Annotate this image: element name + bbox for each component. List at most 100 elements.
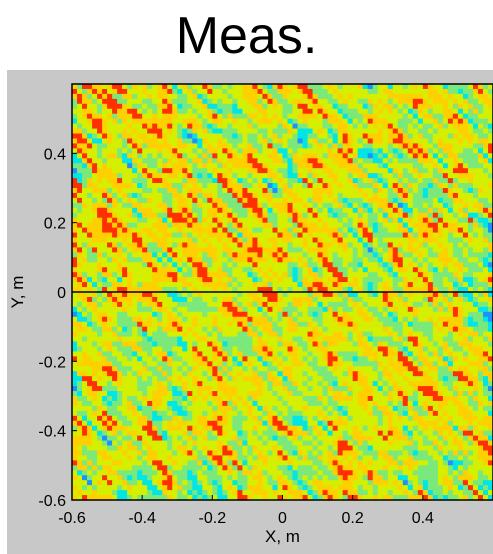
heatmap-cell [397, 287, 404, 293]
heatmap-cell [257, 262, 264, 268]
heatmap-cell [292, 158, 299, 164]
heatmap-cell [422, 272, 429, 278]
heatmap-cell [272, 242, 279, 249]
heatmap-cell [237, 217, 243, 224]
heatmap-cell [302, 84, 309, 90]
heatmap-cell [387, 242, 394, 249]
heatmap-cell [162, 351, 168, 357]
heatmap-cell [177, 296, 183, 303]
heatmap-cell [257, 173, 264, 179]
heatmap-cell [272, 217, 279, 224]
heatmap-cell [167, 158, 173, 164]
heatmap-cell [337, 257, 344, 263]
heatmap-cell [347, 178, 354, 184]
heatmap-cell [282, 168, 289, 174]
heatmap-cell [447, 128, 454, 135]
heatmap-cell [192, 84, 198, 90]
heatmap-cell [242, 158, 249, 164]
heatmap-cell [107, 183, 113, 189]
heatmap-cell [477, 84, 484, 90]
heatmap-cell [322, 173, 329, 179]
heatmap-cell [442, 143, 449, 149]
heatmap-cell [292, 128, 299, 135]
heatmap-cell [337, 242, 344, 249]
heatmap-cell [437, 227, 444, 234]
heatmap-cell [452, 188, 459, 194]
heatmap-cell [327, 227, 334, 234]
heatmap-cell [327, 311, 334, 318]
heatmap-cell [197, 188, 203, 194]
heatmap-cell [242, 346, 249, 353]
heatmap-cell [97, 217, 103, 224]
heatmap-cell [262, 296, 269, 303]
heatmap-cell [302, 292, 309, 298]
heatmap-cell [252, 356, 259, 362]
heatmap-cell [257, 326, 264, 333]
heatmap-cell [217, 242, 223, 249]
heatmap-cell [162, 143, 168, 149]
heatmap-cell [97, 376, 103, 382]
heatmap-cell [382, 356, 389, 362]
heatmap-cell [272, 232, 279, 239]
heatmap-cell [222, 108, 228, 115]
heatmap-cell [87, 282, 93, 288]
heatmap-cell [402, 98, 409, 105]
heatmap-cell [202, 118, 208, 125]
heatmap-cell [357, 296, 364, 303]
heatmap-cell [487, 361, 493, 367]
heatmap-cell [372, 292, 379, 298]
heatmap-cell [407, 346, 414, 353]
heatmap-cell [472, 217, 479, 224]
heatmap-cell [262, 301, 269, 308]
heatmap-cell [412, 188, 419, 194]
heatmap-cell [112, 361, 118, 367]
heatmap-cell [317, 168, 324, 174]
heatmap-cell [82, 282, 88, 288]
heatmap-cell [322, 277, 329, 283]
heatmap-cell [87, 113, 93, 120]
heatmap-cell [452, 143, 459, 149]
heatmap-cell [142, 376, 148, 382]
heatmap-cell [162, 227, 168, 234]
heatmap-cell [157, 103, 163, 110]
heatmap-cell [457, 207, 464, 214]
heatmap-cell [327, 351, 334, 357]
heatmap-cell [327, 242, 334, 249]
heatmap-cell [182, 376, 188, 382]
heatmap-cell [287, 108, 294, 115]
heatmap-cell [362, 133, 369, 140]
heatmap-cell [252, 316, 259, 323]
heatmap-cell [407, 103, 414, 110]
heatmap-cell [342, 356, 349, 362]
heatmap-cell [387, 178, 394, 184]
heatmap-cell [247, 326, 254, 333]
heatmap-cell [377, 351, 384, 357]
heatmap-cell [192, 217, 198, 224]
heatmap-cell [402, 202, 409, 209]
heatmap-cell [117, 143, 123, 149]
heatmap-cell [372, 207, 379, 214]
heatmap-cell [417, 247, 424, 253]
heatmap-cell [187, 351, 193, 357]
heatmap-cell [362, 252, 369, 258]
heatmap-cell [97, 301, 103, 308]
heatmap-cell [127, 306, 133, 313]
heatmap-cell [407, 252, 414, 258]
heatmap-cell [232, 341, 238, 348]
heatmap-cell [162, 93, 168, 100]
heatmap-cell [277, 301, 284, 308]
heatmap-cell [152, 232, 158, 239]
heatmap-cell [147, 296, 153, 303]
heatmap-cell [427, 296, 434, 303]
heatmap-cell [402, 133, 409, 140]
heatmap-cell [212, 351, 218, 357]
heatmap-cell [267, 351, 274, 357]
heatmap-cell [222, 173, 228, 179]
heatmap-cell [397, 207, 404, 214]
heatmap-cell [347, 123, 354, 130]
heatmap-cell [322, 331, 329, 338]
heatmap-cell [337, 148, 344, 154]
heatmap-cell [217, 272, 223, 278]
heatmap-cell [247, 217, 254, 224]
heatmap-cell [482, 148, 489, 154]
